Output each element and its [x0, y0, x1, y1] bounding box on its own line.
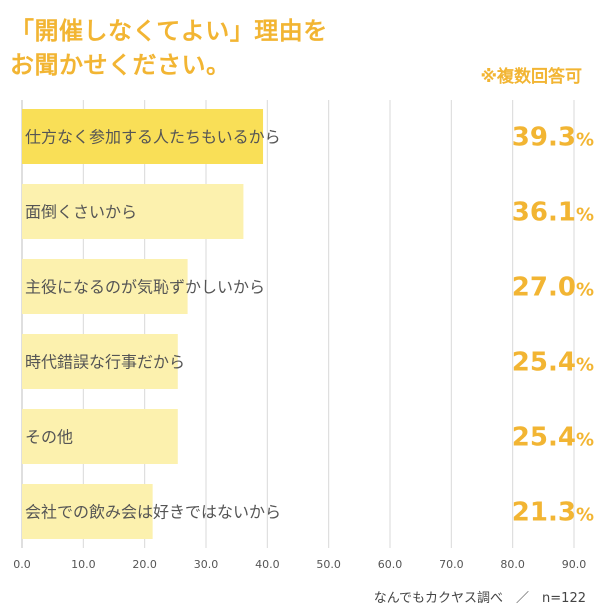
category-label: 仕方なく参加する人たちもいるから [25, 128, 281, 147]
gridlines [21, 100, 575, 548]
x-tick-label: 20.0 [132, 558, 157, 571]
category-label: 時代錯誤な行事だから [25, 353, 185, 372]
value-label: 25.4% [512, 423, 594, 453]
title-line-1: 「開催しなくてよい」理由を [10, 17, 328, 45]
category-labels: 仕方なく参加する人たちもいるから面倒くさいから主役になるのが気恥ずかしいから時代… [25, 128, 281, 522]
bars [22, 109, 264, 539]
x-tick-label: 30.0 [194, 558, 219, 571]
bar [22, 409, 178, 464]
x-tick-label: 0.0 [13, 558, 31, 571]
chart-title: 「開催しなくてよい」理由を お聞かせください。 [10, 14, 328, 82]
value-unit: % [576, 355, 594, 376]
x-tick-label: 60.0 [378, 558, 403, 571]
x-tick-label: 90.0 [562, 558, 587, 571]
bar [22, 334, 178, 389]
category-label: その他 [25, 428, 73, 447]
source-note: なんでもカクヤス調べ ／ n=122 [373, 591, 586, 606]
x-tick-label: 80.0 [500, 558, 525, 571]
bar [22, 184, 244, 239]
value-number: 25.4 [512, 348, 576, 378]
bar [22, 259, 188, 314]
value-label: 21.3% [512, 498, 594, 528]
bar [22, 484, 153, 539]
category-label: 主役になるのが気恥ずかしいから [25, 278, 265, 297]
value-unit: % [576, 430, 594, 451]
value-number: 21.3 [512, 498, 576, 528]
x-tick-label: 50.0 [316, 558, 341, 571]
x-tick-label: 70.0 [439, 558, 464, 571]
value-unit: % [576, 280, 594, 301]
value-number: 25.4 [512, 423, 576, 453]
title-line-2: お聞かせください。 [10, 51, 231, 79]
multiple-answers-note: ※複数回答可 [480, 67, 582, 87]
value-unit: % [576, 205, 594, 226]
value-label: 39.3% [512, 123, 594, 153]
value-unit: % [576, 130, 594, 151]
value-label: 27.0% [512, 273, 594, 303]
bar [22, 109, 264, 164]
value-number: 27.0 [512, 273, 576, 303]
x-tick-label: 10.0 [71, 558, 96, 571]
value-label: 25.4% [512, 348, 594, 378]
category-label: 面倒くさいから [25, 203, 137, 222]
x-tick-labels: 0.0 10.0 20.0 30.0 40.0 50.0 60.0 70.0 80.0 90.0 [13, 558, 586, 571]
x-tick-label: 40.0 [255, 558, 280, 571]
value-unit: % [576, 505, 594, 526]
value-number: 39.3 [512, 123, 576, 153]
category-label: 会社での飲み会は好きではないから [25, 503, 281, 522]
value-labels: 39.3%36.1%27.0%25.4%25.4%21.3% [512, 123, 594, 528]
value-label: 36.1% [512, 198, 594, 228]
value-number: 36.1 [512, 198, 576, 228]
